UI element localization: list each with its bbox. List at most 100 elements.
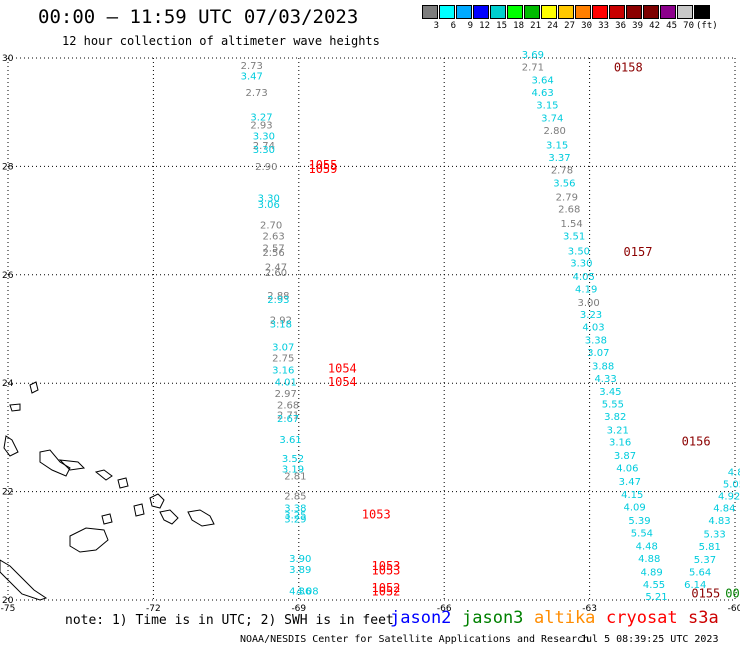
pass-time-label: 1055 [308, 158, 337, 172]
wave-height-value: 2.93 [250, 120, 272, 131]
wave-height-value: 2.73 [245, 88, 267, 99]
wave-height-value: 3.51 [563, 232, 585, 243]
wave-height-value: 3.37 [548, 153, 570, 164]
lon-label: -72 [146, 604, 161, 614]
wave-height-value: 3.27 [250, 112, 272, 123]
wave-height-value: 3.69 [522, 50, 544, 61]
wave-height-value: 2.71 [522, 62, 544, 73]
island-outline [3, 435, 19, 457]
wave-height-value: 3.15 [536, 100, 558, 111]
wave-height-value: 4.84 [713, 504, 735, 515]
satellite-name: s3a [688, 608, 719, 628]
wave-height-value: 2.67 [277, 414, 299, 425]
wave-height-value: 3.16 [609, 438, 631, 449]
wave-height-value: 5.54 [631, 529, 653, 540]
legend-swatch [439, 5, 455, 19]
pass-time-label: 003 [725, 586, 740, 600]
island-outline [159, 509, 179, 525]
legend-label: 45 [666, 21, 677, 31]
wave-height-value: 3.52 [282, 454, 304, 465]
island-outline [0, 559, 48, 601]
island-outline [94, 469, 113, 481]
lon-label: -66 [437, 604, 452, 614]
lon-label: -75 [1, 604, 16, 614]
wave-height-value: 2.47 [265, 262, 287, 273]
wave-height-value: 2.81 [284, 472, 306, 483]
pass-time-label: 0155 [691, 586, 720, 600]
legend-swatch [609, 5, 625, 19]
wave-height-value: 4.92 [718, 492, 740, 503]
wave-height-value: 3.07 [587, 348, 609, 359]
wave-height-value: 3.47 [619, 477, 641, 488]
legend-label: 27 [564, 21, 575, 31]
wave-height-value: 6.14 [684, 580, 706, 591]
wave-height-value: 3.45 [599, 387, 621, 398]
lat-label: 20 [2, 596, 14, 606]
wave-height-value: 2.75 [272, 354, 294, 365]
wave-height-value: 5.39 [628, 516, 650, 527]
wave-height-value: 3.47 [241, 72, 263, 83]
wave-height-value: 3.30 [570, 259, 592, 270]
wave-height-value: 3.30 [258, 194, 280, 205]
legend-swatches [422, 5, 718, 19]
wave-height-value: 3.29 [284, 514, 306, 525]
wave-height-value: 3.56 [553, 178, 575, 189]
lon-label: -63 [582, 604, 597, 614]
wave-height-value: 2.68 [558, 204, 580, 215]
wave-height-value: 4.33 [594, 374, 616, 385]
wave-height-value: 3.19 [282, 465, 304, 476]
wave-height-value: 4.19 [575, 285, 597, 296]
pass-time-label: 1054 [328, 361, 357, 375]
wave-height-value: 3.23 [580, 310, 602, 321]
legend-label: 39 [632, 21, 643, 31]
satellite-name: jason2 [390, 608, 452, 628]
wave-height-value: 2.80 [544, 126, 566, 137]
wave-height-value: 3.00 [577, 298, 599, 309]
island-outline [187, 509, 215, 527]
satellite-name: altika [534, 608, 596, 628]
lat-label: 24 [2, 379, 14, 389]
wave-height-value: 4.63 [531, 88, 553, 99]
wave-height-value: 2.79 [556, 193, 578, 204]
pass-time-label: 1052 [372, 581, 401, 595]
legend-labels: 3 6 9 12 15 18 21 24 27 30 33 36 39 42 45 70 (ft) [422, 21, 718, 31]
legend-swatch [694, 5, 710, 19]
credit-text: NOAA/NESDIS Center for Satellite Applica… [240, 634, 590, 645]
footnote: note: 1) Time is in UTC; 2) SWH is in fe… [65, 613, 394, 628]
wave-height-value: 3.88 [592, 362, 614, 373]
wave-height-value: 2.56 [262, 248, 284, 259]
legend-swatch [541, 5, 557, 19]
wave-height-value: 3.07 [272, 343, 294, 354]
wave-height-value: 3.50 [568, 247, 590, 258]
legend-swatch [643, 5, 659, 19]
wave-height-value: 2.93 [267, 295, 289, 306]
wave-height-value: 2.97 [275, 389, 297, 400]
legend-label: 42 [649, 21, 660, 31]
island-outline [69, 527, 109, 553]
pass-time-label: 0156 [682, 435, 711, 449]
wave-height-value: 4.03 [582, 323, 604, 334]
timestamp-text: Jul 5 08:39:25 UTC 2023 [580, 634, 719, 645]
wave-height-value: 2.85 [284, 492, 306, 503]
wave-height-value: 3.18 [270, 319, 292, 330]
island-outline [133, 503, 145, 517]
legend-swatch [473, 5, 489, 19]
legend-label: 12 [479, 21, 490, 31]
wave-height-value: 2.60 [265, 268, 287, 279]
island-outline [58, 459, 86, 471]
wave-height-value: 2.70 [260, 221, 282, 232]
legend-swatch [490, 5, 506, 19]
legend-label: 21 [530, 21, 541, 31]
island-outline [29, 381, 39, 394]
island-outline [149, 493, 165, 509]
wave-height-value: 5.81 [699, 542, 721, 553]
legend-swatch [575, 5, 591, 19]
wave-height-value: 3.89 [289, 565, 311, 576]
island-outline [9, 403, 21, 412]
legend-swatch [456, 5, 472, 19]
wave-height-value: 4.88 [638, 554, 660, 565]
wave-height-value: 4.89 [640, 568, 662, 579]
wave-height-value: 5.33 [703, 530, 725, 541]
wave-height-value: 5.21 [645, 592, 667, 603]
map-title: 00:00 – 11:59 UTC 07/03/2023 [38, 6, 359, 28]
